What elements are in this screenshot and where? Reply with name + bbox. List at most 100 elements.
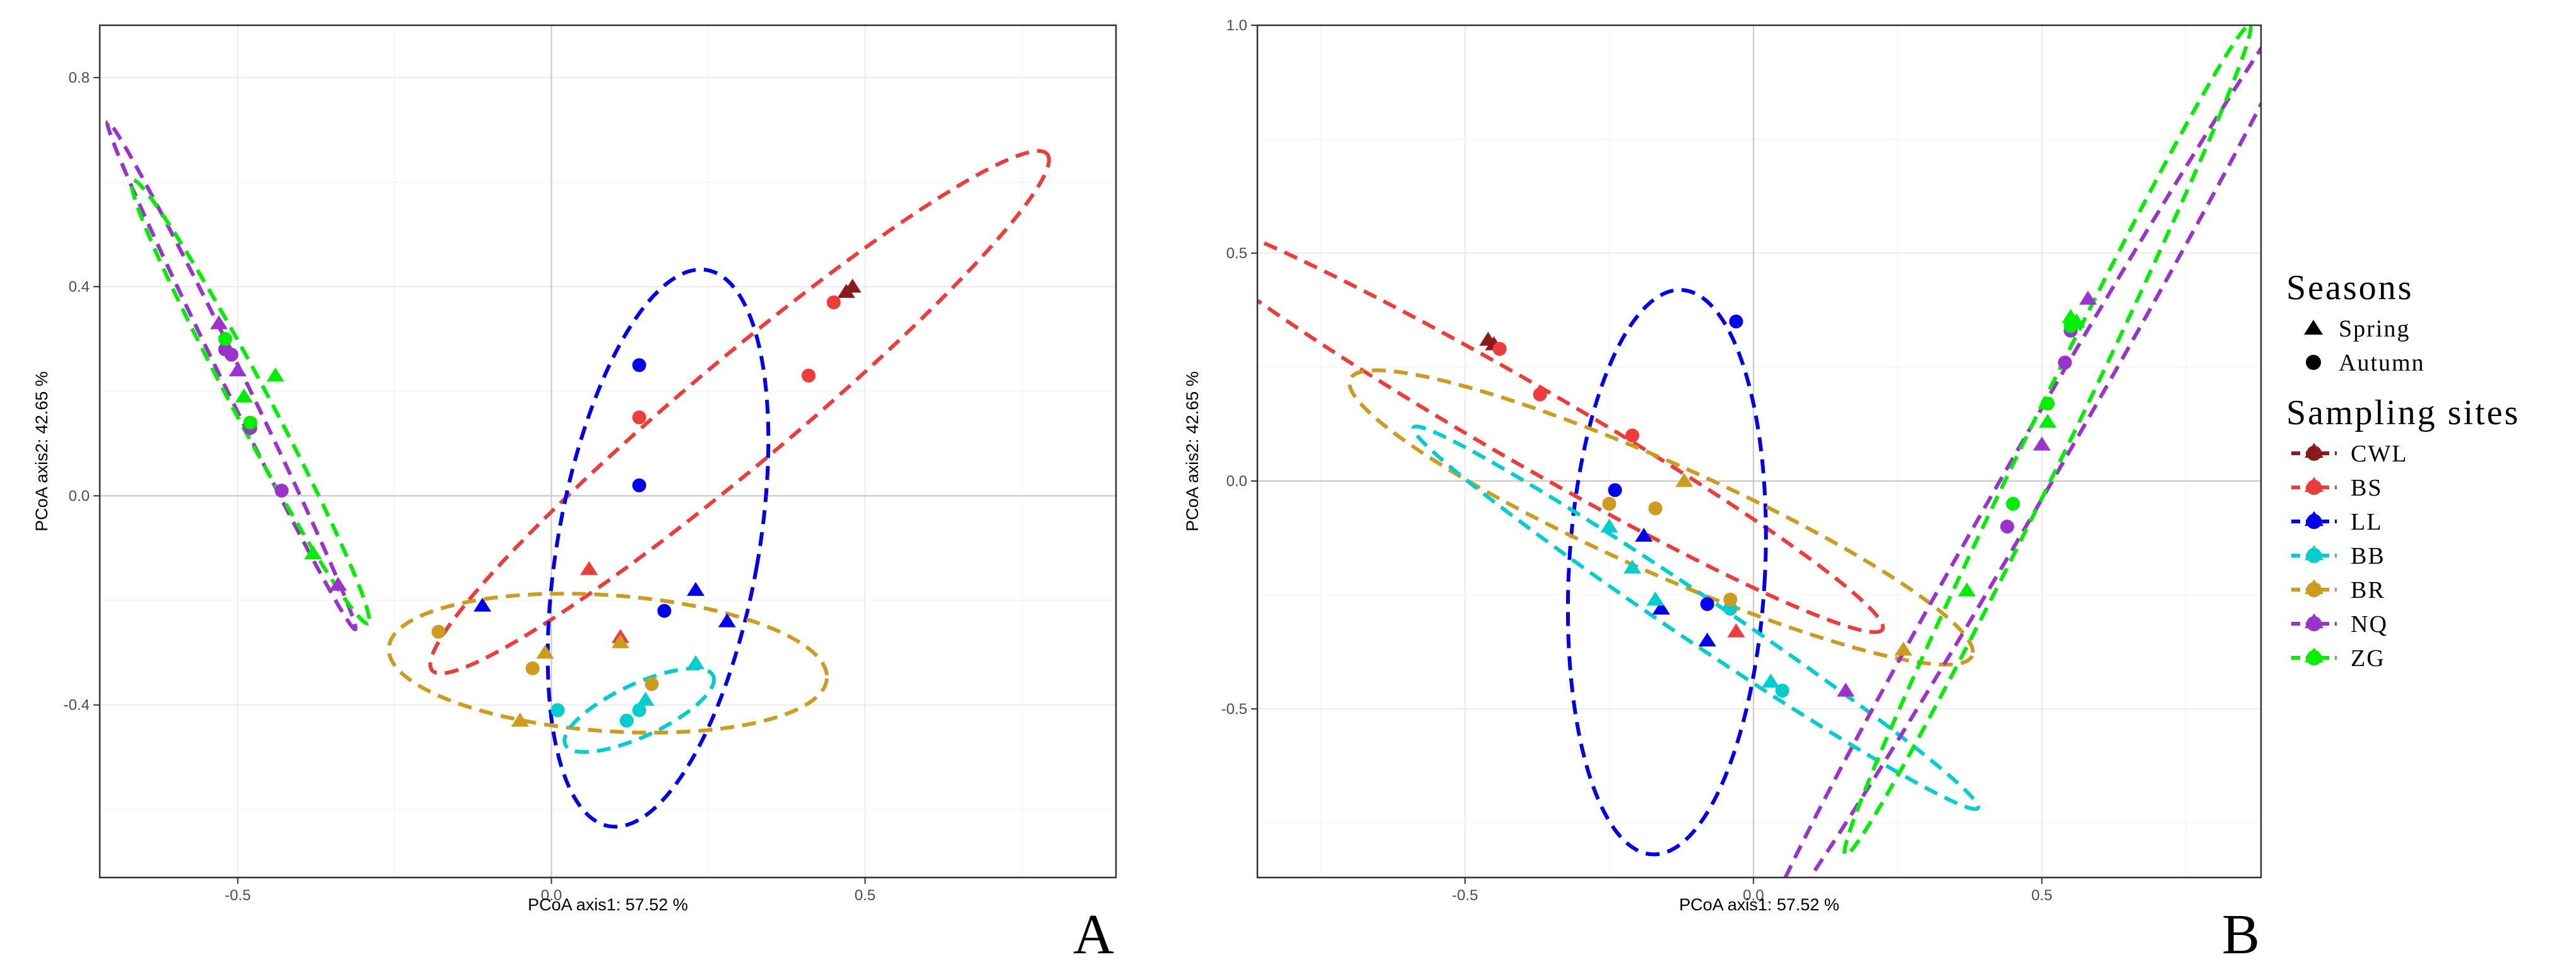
legend-site-circle-icon [2306,650,2322,665]
ellipse-ll [545,267,771,829]
y-tick-label: -0.4 [64,697,90,714]
ellipse-zg [129,178,371,626]
point-bs-autumn [1625,428,1639,443]
legend-season-label: Spring [2339,316,2410,342]
point-zg-spring [235,388,253,403]
point-nq-spring [2033,436,2051,451]
point-bs-autumn [1492,342,1507,356]
point-br-autumn [644,677,659,691]
point-ll-autumn [1700,597,1714,611]
point-nq-autumn [2058,355,2072,370]
point-bb-spring [1600,518,1618,533]
x-tick-label: -0.5 [1452,887,1478,904]
panel-border [98,24,1117,879]
point-nq-spring [1837,682,1855,697]
panel-letter: B [2222,903,2260,964]
point-ll-autumn [657,604,672,618]
point-bs-autumn [1533,387,1547,402]
point-nq-spring [229,362,247,377]
legend-site-label: ZG [2351,645,2385,672]
point-bs-spring [1727,623,1745,638]
legend-season-label: Autumn [2339,350,2425,376]
panel-A: -0.5 0.0 0.5 -0.4 0.0 0.4 0.8 PCoA axis1: 57.52… [32,24,1117,964]
point-bb-spring [1623,559,1641,574]
point-bb-spring [687,655,705,669]
legend-site-label: BS [2351,475,2382,501]
point-br-spring [536,645,554,659]
point-cwl-spring [837,283,855,298]
legend-site-circle-icon [2306,616,2322,631]
point-br-spring [511,712,529,727]
y-tick-label: 0.0 [1226,473,1247,490]
point-bs-autumn [826,295,841,309]
y-tick-label: 0.8 [69,69,90,86]
x-axis-title: PCoA axis1: 57.52 % [528,895,688,914]
point-zg-spring [2038,414,2057,428]
plot-background [100,25,1116,878]
point-ll-spring [1652,600,1670,615]
plot-background [1257,25,2261,878]
legend-site-circle-icon [2306,582,2322,597]
legend-site-circle-icon [2306,480,2322,495]
y-tick-label: -0.5 [1221,701,1247,718]
panel-letter: A [1073,903,1114,964]
point-nq-autumn [224,347,239,362]
y-axis-title: PCoA axis2: 42.65 % [32,371,51,532]
point-bb-autumn [550,703,565,717]
point-bb-spring [636,691,655,706]
point-br-autumn [525,661,540,675]
legend-site-circle-icon [2306,446,2322,461]
point-br-autumn [1602,497,1617,511]
x-tick-label: 0.0 [1743,887,1764,904]
point-bs-autumn [802,368,816,383]
point-zg-spring [304,545,322,559]
point-ll-spring [1635,527,1653,542]
point-zg-autumn [2006,497,2021,511]
y-tick-label: 0.0 [69,487,90,504]
point-nq-autumn [2000,520,2014,534]
point-zg-autumn [218,331,232,346]
point-zg-autumn [2040,396,2055,411]
point-nq-spring [2079,290,2097,305]
x-tick-label: 0.5 [855,887,875,904]
panel-border [1256,24,2262,879]
point-zg-autumn [243,415,258,430]
point-zg-spring [2067,313,2086,328]
point-bb-spring [1762,673,1780,688]
point-zg-spring [266,367,285,382]
legend-sites-title: Sampling sites [2286,393,2520,432]
legend-site-label: NQ [2351,611,2388,638]
x-tick-label: -0.5 [225,887,251,904]
legend: Seasons Spring Autumn Sampling sites CWL BS LL… [2286,268,2520,672]
point-ll-spring [718,613,736,628]
x-tick-label: 0.0 [541,887,562,904]
point-br-spring [1675,473,1694,487]
point-nq-spring [329,576,347,591]
point-br-spring [611,634,629,648]
point-bb-autumn [1775,684,1790,698]
point-bs-spring [580,561,598,575]
plot-area [105,119,1051,829]
y-tick-label: 0.4 [69,278,90,295]
point-ll-autumn [632,478,646,492]
plot-area [1257,25,2261,878]
panel-B: -0.5 0.0 0.5 -0.5 0.0 0.5 1.0 PCoA axis1: 57.52… [1183,17,2262,964]
legend-site-label: CWL [2351,441,2407,467]
point-bb-spring [1646,592,1665,606]
point-ll-spring [473,597,492,612]
point-ll-autumn [632,358,646,372]
y-tick-label: 0.5 [1226,245,1247,262]
point-zg-spring [1957,582,1976,597]
legend-autumn-icon [2306,355,2321,370]
point-br-spring [1894,641,1913,656]
x-axis-title: PCoA axis1: 57.52 % [1679,895,1839,914]
point-br-autumn [1723,592,1738,607]
point-ll-spring [1698,632,1716,647]
ellipse-bs [428,149,1051,675]
ellipse-br [1347,368,1975,667]
legend-site-label: LL [2351,509,2382,535]
point-ll-autumn [1729,314,1743,329]
y-axis-title: PCoA axis2: 42.65 % [1183,371,1202,532]
legend-site-circle-icon [2306,548,2322,563]
